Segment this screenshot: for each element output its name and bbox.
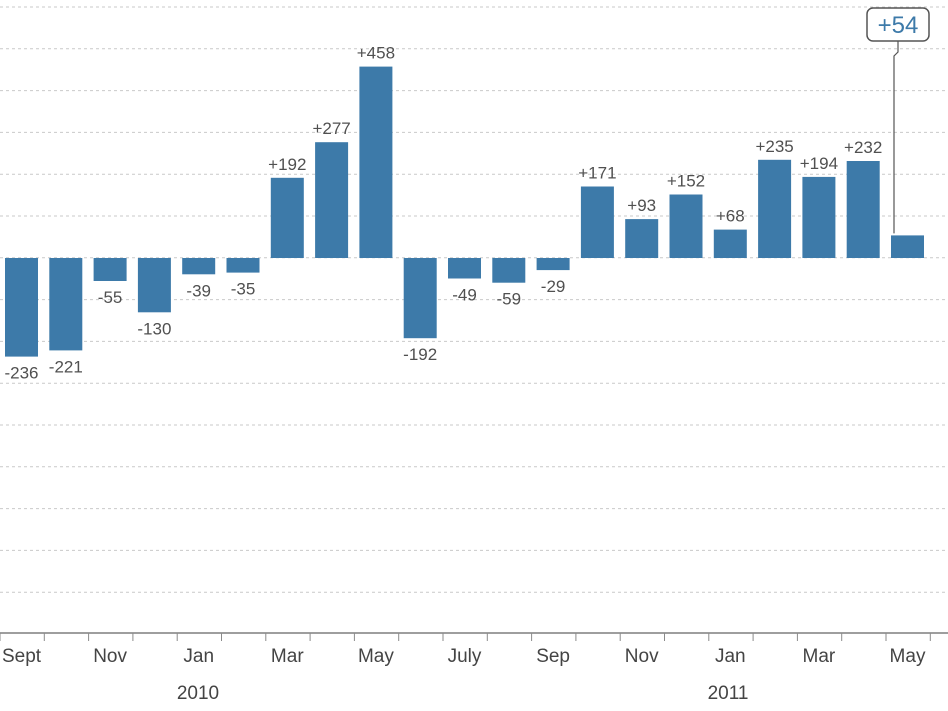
bar-20 (846, 161, 880, 258)
bar-value-label: +235 (755, 137, 793, 156)
bar-value-label: -59 (497, 290, 522, 309)
bar-value-label: +232 (844, 138, 882, 157)
bar-value-label: +192 (268, 155, 306, 174)
bar-15 (625, 219, 659, 258)
bar-value-label: -49 (452, 286, 477, 305)
bar-13 (536, 258, 570, 271)
bar-10 (403, 258, 437, 339)
bar-12 (492, 258, 526, 283)
bar-value-label: -55 (98, 288, 123, 307)
month-tick-label: May (358, 646, 394, 667)
grid-layer (0, 6, 948, 593)
bar-9 (359, 66, 393, 258)
bar-value-label: -29 (541, 277, 566, 296)
bar-16 (669, 194, 703, 258)
callout-layer: +54 (866, 7, 930, 234)
bar-value-label: +458 (357, 44, 395, 63)
bar-7 (270, 177, 304, 258)
bar-6 (226, 258, 260, 273)
year-label: 2011 (708, 683, 749, 704)
bar-4 (137, 258, 171, 313)
month-tick-label: Jan (715, 646, 746, 667)
month-tick-label: Jan (183, 646, 214, 667)
month-tick-label: Nov (93, 646, 127, 667)
bar-3 (93, 258, 127, 281)
axis-layer: Sept Nov Jan Mar May July Sep Nov Jan Mar May 2010 2… (0, 632, 948, 704)
bar-5 (182, 258, 216, 275)
month-tick-label: Sept (2, 646, 42, 667)
bar-14 (580, 186, 614, 258)
month-tick-label: May (890, 646, 926, 667)
bar-value-label: +277 (312, 119, 350, 138)
bar-17 (713, 229, 747, 258)
month-tick-label: Mar (803, 646, 836, 667)
bar-value-label: +194 (800, 154, 838, 173)
month-tick-label: Nov (625, 646, 659, 667)
callout-leader-line (893, 41, 899, 234)
bar-1 (5, 258, 38, 357)
callout-value: +54 (878, 12, 919, 39)
bar-8 (315, 142, 349, 258)
month-tick-label: Mar (271, 646, 304, 667)
bar-value-label: -192 (403, 345, 437, 364)
bar-value-label: +93 (627, 196, 656, 215)
bar-value-label: -130 (137, 319, 171, 338)
bar-layer (5, 66, 924, 357)
bar-value-label: -39 (186, 281, 211, 300)
bar-18 (758, 159, 792, 258)
bar-19 (802, 176, 836, 258)
bar-value-label: -35 (231, 280, 256, 299)
bar-2 (49, 258, 83, 351)
year-label: 2010 (177, 683, 219, 704)
bar-value-label: +152 (667, 172, 705, 191)
bar-value-label: -221 (49, 357, 83, 376)
bar-value-label: -236 (4, 364, 38, 383)
month-tick-label: Sep (536, 646, 570, 667)
bar-value-label: +68 (716, 207, 745, 226)
bar-value-label: +171 (578, 164, 616, 183)
bar-21 (891, 235, 924, 258)
month-tick-label: July (448, 646, 482, 667)
bar-11 (448, 258, 481, 279)
label-layer: -236 -221 -55 -130 -39 -35 +192 +277 +458 -192 -49… (4, 44, 882, 383)
